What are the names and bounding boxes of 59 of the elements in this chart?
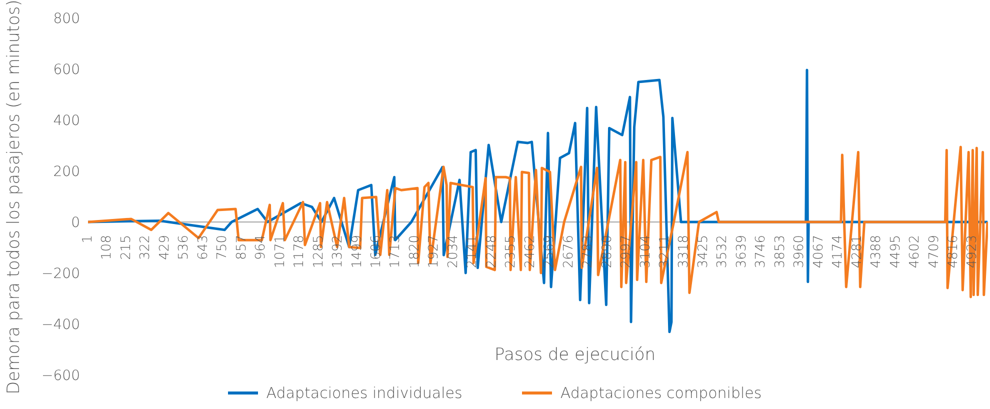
x-tick-label: 1285 — [311, 235, 326, 268]
x-tick-label: 3960 — [792, 235, 808, 268]
x-tick-label: 2141 — [465, 235, 480, 268]
x-tick-label: 4388 — [869, 235, 884, 268]
y-tick-label: −600 — [42, 368, 80, 384]
x-tick-label: 1178 — [292, 235, 308, 268]
x-tick-label: 3639 — [734, 235, 750, 268]
x-tick-label: 643 — [196, 235, 211, 260]
x-tick-label: 215 — [118, 235, 134, 260]
x-tick-label: 4495 — [888, 235, 904, 268]
x-tick-label: 1820 — [407, 235, 422, 268]
x-tick-label: 3425 — [696, 235, 711, 268]
x-tick-label: 857 — [234, 235, 250, 260]
x-tick-label: 536 — [176, 235, 192, 260]
x-tick-label: 1606 — [368, 235, 384, 268]
x-tick-label: 964 — [254, 235, 269, 260]
x-tick-label: 1392 — [330, 235, 346, 268]
x-tick-label: 2034 — [446, 235, 461, 268]
x-tick-label: 322 — [138, 235, 154, 260]
x-tick-label: 3104 — [638, 235, 654, 268]
x-tick-label: 4602 — [908, 235, 923, 268]
legend-label: Adaptaciones individuales — [266, 384, 462, 402]
x-tick-label: 2569 — [542, 235, 558, 268]
y-tick-label: −400 — [42, 316, 80, 333]
x-tick-label: 2997 — [619, 235, 634, 268]
x-tick-label: 4281 — [850, 235, 865, 268]
x-tick-label: 108 — [100, 235, 115, 260]
x-tick-label: 4067 — [811, 235, 826, 268]
x-tick-label: 1071 — [272, 235, 288, 268]
x-tick-label: 4816 — [946, 235, 961, 268]
x-tick-label: 750 — [215, 235, 230, 260]
x-tick-label: 2676 — [561, 235, 576, 268]
x-tick-label: 3211 — [657, 235, 672, 268]
x-tick-label: 4923 — [965, 235, 980, 268]
x-tick-label: 429 — [157, 235, 172, 260]
x-tick-label: 3746 — [754, 235, 769, 268]
y-tick-label: −200 — [42, 266, 80, 282]
x-tick-label: 4174 — [830, 235, 846, 268]
x-tick-label: 1927 — [426, 235, 442, 268]
x-tick-label: 3532 — [715, 235, 730, 268]
y-tick-label: 600 — [53, 62, 80, 78]
y-tick-label: 0 — [71, 214, 80, 231]
x-tick-label: 1713 — [388, 235, 404, 268]
x-tick-label: 3853 — [772, 235, 788, 268]
x-tick-label: 4709 — [926, 235, 942, 268]
x-tick-label: 2248 — [484, 235, 500, 268]
x-tick-label: 1499 — [350, 235, 365, 268]
y-tick-label: 800 — [53, 10, 80, 27]
x-tick-label: 1 — [80, 235, 96, 244]
y-tick-label: 200 — [53, 164, 80, 180]
x-tick-label: 2355 — [504, 235, 519, 268]
y-tick-label: 400 — [53, 112, 80, 129]
x-tick-label: 2890 — [600, 235, 615, 268]
legend-label: Adaptaciones componibles — [560, 384, 762, 402]
x-tick-label: 2783 — [580, 235, 596, 268]
x-tick-label: 2462 — [522, 235, 538, 268]
y-axis-title: Demora para todos los pasajeros (en minutos) — [4, 0, 24, 394]
x-tick-label: 3318 — [676, 235, 692, 268]
x-axis-title: Pasos de ejecución — [494, 345, 656, 365]
